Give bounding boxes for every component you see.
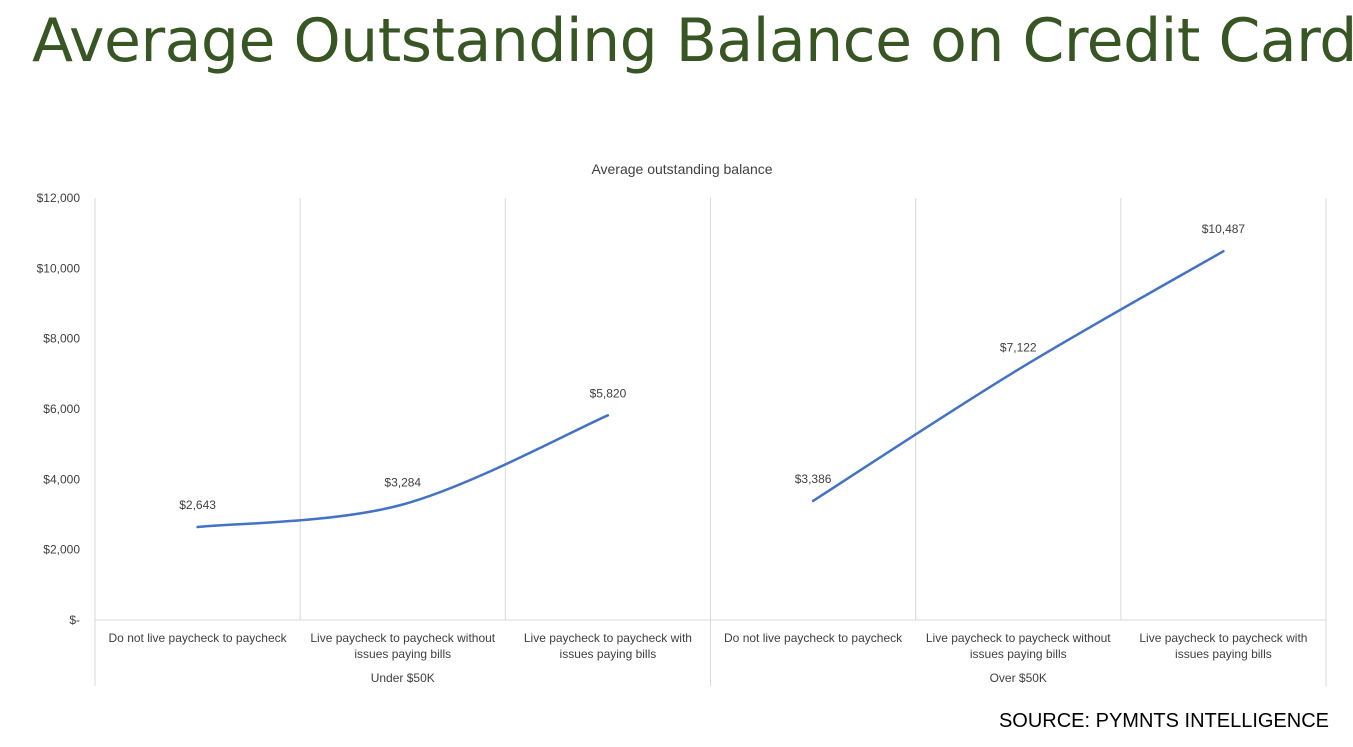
data-label: $2,643 (179, 498, 216, 512)
y-axis-tick-labels: $- $2,000 $4,000 $6,000 $8,000 $10,000 $12,000 (37, 191, 81, 627)
y-tick-label: $8,000 (43, 332, 80, 346)
y-tick-label: $4,000 (43, 472, 80, 486)
series-line (196, 414, 610, 529)
y-tick-label: $10,000 (37, 261, 81, 275)
data-label: $10,487 (1202, 222, 1246, 236)
data-label: $7,122 (1000, 341, 1037, 355)
x-category-label: Live paycheck to paycheck without issues … (310, 631, 495, 661)
source-note: SOURCE: PYMNTS INTELLIGENCE (998, 710, 1329, 732)
x-group-label: Over $50K (990, 671, 1047, 685)
x-category-label: Live paycheck to paycheck without issues … (926, 631, 1111, 661)
x-category-label: Live paycheck to paycheck with issues pay… (524, 631, 692, 661)
data-label: $3,386 (795, 472, 832, 486)
y-tick-label: $- (69, 613, 80, 627)
y-tick-label: $12,000 (37, 191, 81, 205)
data-labels: $2,643 $3,284 $5,820 $3,386 $7,122 $10,487 (179, 222, 1245, 512)
data-point (1016, 368, 1020, 372)
chart-title: Average outstanding balance (591, 161, 772, 177)
data-label: $3,284 (384, 476, 421, 490)
data-point (196, 525, 200, 529)
data-point (606, 413, 610, 417)
x-category-label: Do not live paycheck to paycheck (109, 631, 288, 645)
series-line (811, 249, 1225, 503)
slide-title: Average Outstanding Balance on Credit Ca… (32, 6, 1353, 76)
x-category-label: Live paycheck to paycheck with issues pay… (1139, 631, 1307, 661)
x-group-label: Under $50K (371, 671, 435, 685)
x-axis-category-labels: Do not live paycheck to paycheck Live pay… (109, 631, 1308, 685)
data-label: $5,820 (590, 386, 627, 400)
series-lines (196, 249, 1225, 529)
data-point (811, 499, 815, 503)
data-point (401, 503, 405, 507)
y-tick-label: $6,000 (43, 402, 80, 416)
line-chart: Average outstanding balance $- $2,000 $4,0… (37, 161, 1327, 686)
x-category-label: Do not live paycheck to paycheck (724, 631, 903, 645)
data-point (1221, 249, 1225, 253)
gridlines (94, 198, 1327, 686)
y-tick-label: $2,000 (43, 543, 80, 557)
